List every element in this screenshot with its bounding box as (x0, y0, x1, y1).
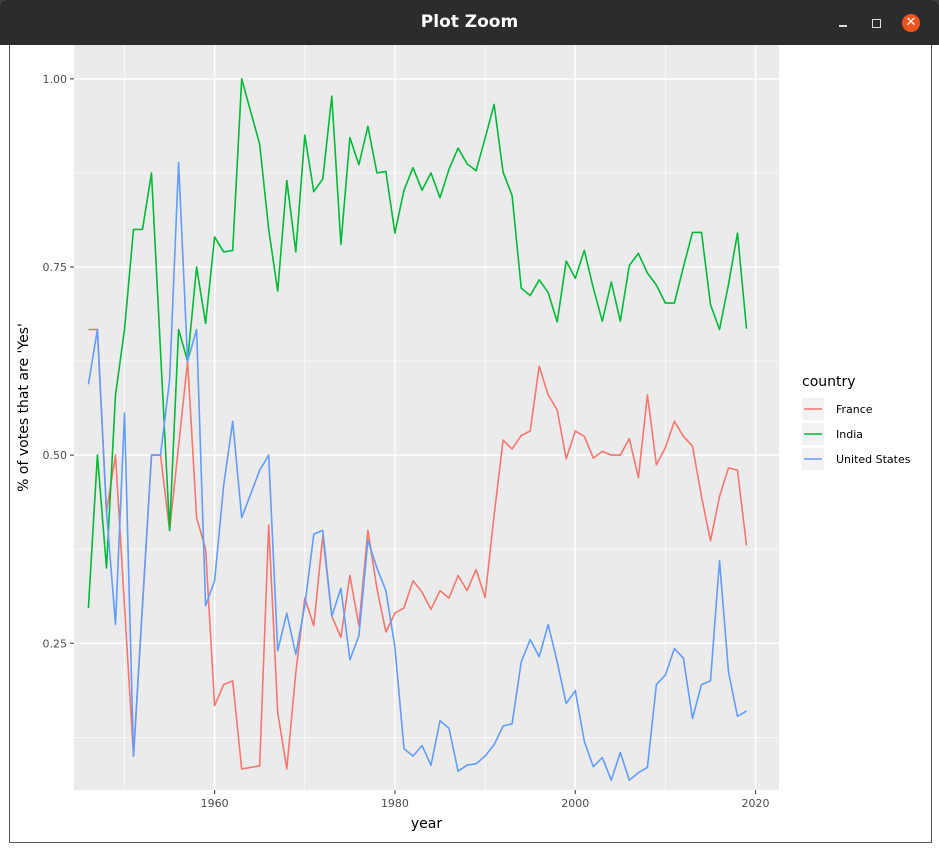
y-tick-label: 1.00 (43, 73, 68, 86)
legend-label-united-states: United States (836, 453, 911, 466)
y-tick-label: 0.25 (43, 637, 68, 650)
minimize-icon[interactable] (836, 16, 850, 30)
title-bar[interactable]: Plot Zoom ✕ (0, 0, 939, 45)
series-line-united-states (87, 161, 747, 782)
x-axis-label: year (411, 816, 442, 832)
plot-area: 0.25 0.50 0.75 1.00 1960 1980 2000 2020 % of v… (9, 45, 932, 843)
legend-label-france: France (836, 403, 873, 416)
x-tick-label: 2000 (561, 797, 589, 810)
y-tick-label: 0.50 (43, 449, 68, 462)
legend-title: country (802, 374, 856, 390)
legend: country France India United States (802, 374, 911, 470)
line-chart: 0.25 0.50 0.75 1.00 1960 1980 2000 2020 % of v… (16, 45, 911, 832)
y-tick-label: 0.75 (43, 261, 68, 274)
y-axis-label: % of votes that are 'Yes' (16, 323, 32, 492)
x-tick-label: 2020 (742, 797, 770, 810)
maximize-icon[interactable] (869, 16, 883, 30)
plot-panel (74, 45, 779, 790)
window-title: Plot Zoom (420, 12, 519, 32)
x-tick-label: 1980 (381, 797, 409, 810)
legend-label-india: India (836, 428, 863, 441)
x-tick-label: 1960 (201, 797, 229, 810)
series-line-france (88, 328, 748, 770)
series-line-india (87, 78, 748, 608)
close-icon[interactable]: ✕ (902, 14, 920, 32)
